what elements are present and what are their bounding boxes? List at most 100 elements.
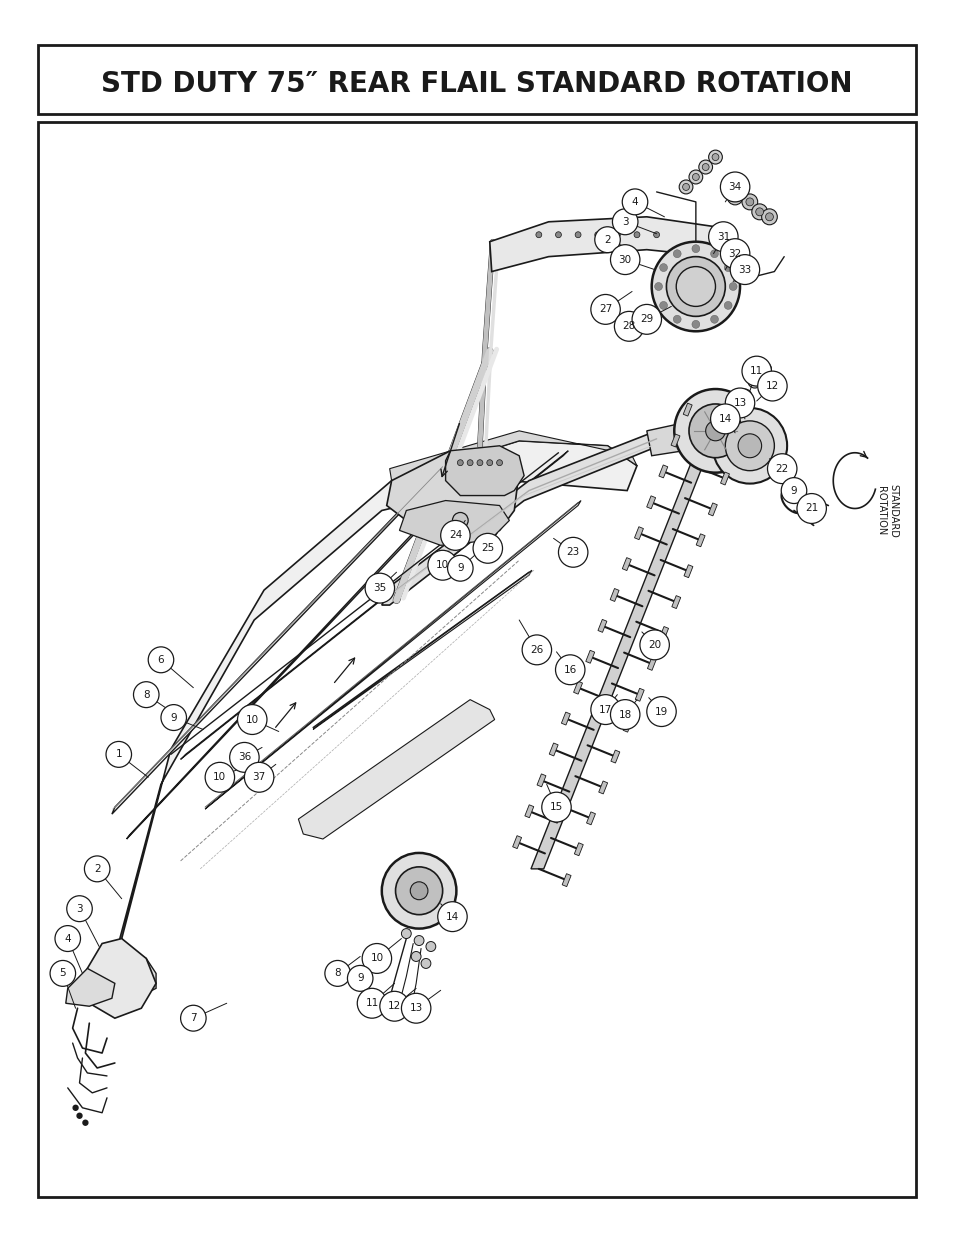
Polygon shape bbox=[112, 939, 156, 998]
Circle shape bbox=[711, 153, 719, 161]
Polygon shape bbox=[180, 451, 568, 760]
Text: 10: 10 bbox=[436, 561, 449, 571]
Circle shape bbox=[751, 378, 757, 384]
Polygon shape bbox=[386, 451, 518, 535]
Text: 29: 29 bbox=[639, 315, 653, 325]
Text: 4: 4 bbox=[631, 196, 638, 207]
Polygon shape bbox=[610, 750, 619, 763]
Circle shape bbox=[673, 249, 680, 258]
Text: 9: 9 bbox=[456, 563, 463, 573]
Circle shape bbox=[724, 388, 754, 417]
Circle shape bbox=[447, 556, 473, 582]
Polygon shape bbox=[445, 446, 523, 495]
Circle shape bbox=[486, 459, 492, 466]
Circle shape bbox=[751, 204, 767, 220]
Circle shape bbox=[632, 304, 660, 335]
Text: 10: 10 bbox=[246, 715, 258, 725]
Text: 27: 27 bbox=[598, 304, 612, 315]
Text: 19: 19 bbox=[654, 706, 667, 716]
Circle shape bbox=[679, 180, 692, 194]
Text: 20: 20 bbox=[647, 640, 660, 650]
Circle shape bbox=[325, 961, 350, 987]
Polygon shape bbox=[531, 421, 720, 869]
Text: STANDARD
ROTATION: STANDARD ROTATION bbox=[876, 484, 897, 537]
Circle shape bbox=[757, 362, 771, 377]
Polygon shape bbox=[659, 626, 668, 640]
Circle shape bbox=[705, 421, 724, 441]
Circle shape bbox=[555, 232, 560, 237]
Circle shape bbox=[757, 370, 786, 401]
Circle shape bbox=[654, 283, 661, 290]
Text: 23: 23 bbox=[566, 547, 579, 557]
Circle shape bbox=[673, 315, 680, 324]
Circle shape bbox=[148, 647, 173, 673]
Circle shape bbox=[420, 958, 431, 968]
Polygon shape bbox=[561, 873, 571, 887]
Text: 10: 10 bbox=[370, 953, 383, 963]
Circle shape bbox=[691, 320, 700, 329]
Text: 15: 15 bbox=[549, 803, 562, 813]
Circle shape bbox=[437, 902, 467, 931]
Polygon shape bbox=[732, 441, 740, 454]
Polygon shape bbox=[586, 811, 595, 825]
Text: 4: 4 bbox=[65, 934, 71, 944]
Circle shape bbox=[781, 478, 806, 504]
Circle shape bbox=[745, 198, 753, 206]
Circle shape bbox=[639, 630, 669, 659]
Text: 35: 35 bbox=[373, 583, 386, 593]
Circle shape bbox=[401, 993, 431, 1023]
Polygon shape bbox=[560, 713, 570, 725]
Text: 8: 8 bbox=[143, 689, 150, 700]
Text: 2: 2 bbox=[93, 863, 100, 874]
Text: 36: 36 bbox=[237, 752, 251, 762]
Circle shape bbox=[205, 762, 234, 792]
Circle shape bbox=[728, 283, 737, 290]
Circle shape bbox=[659, 263, 667, 272]
Text: 22: 22 bbox=[775, 463, 788, 474]
Circle shape bbox=[456, 459, 463, 466]
Text: 32: 32 bbox=[728, 248, 741, 258]
Circle shape bbox=[365, 573, 395, 603]
Circle shape bbox=[701, 163, 708, 170]
Circle shape bbox=[381, 853, 456, 929]
Circle shape bbox=[710, 404, 740, 433]
Circle shape bbox=[362, 944, 391, 973]
Text: 17: 17 bbox=[598, 705, 612, 715]
Polygon shape bbox=[598, 620, 606, 632]
Circle shape bbox=[55, 925, 80, 951]
Circle shape bbox=[683, 274, 707, 299]
Polygon shape bbox=[646, 495, 655, 509]
Circle shape bbox=[724, 421, 774, 471]
Polygon shape bbox=[659, 464, 667, 478]
Text: 3: 3 bbox=[76, 904, 83, 914]
Text: 12: 12 bbox=[765, 382, 779, 391]
Circle shape bbox=[621, 189, 647, 215]
Circle shape bbox=[723, 301, 731, 310]
Text: 3: 3 bbox=[621, 217, 628, 227]
Circle shape bbox=[237, 705, 267, 735]
Circle shape bbox=[741, 194, 757, 210]
Text: 7: 7 bbox=[190, 1013, 196, 1023]
Text: 16: 16 bbox=[563, 664, 577, 674]
Circle shape bbox=[590, 294, 619, 325]
Text: 9: 9 bbox=[356, 973, 363, 983]
Polygon shape bbox=[66, 968, 114, 1007]
Circle shape bbox=[452, 513, 468, 529]
Bar bbox=[38, 44, 915, 115]
Circle shape bbox=[610, 700, 639, 730]
Polygon shape bbox=[537, 774, 545, 787]
Circle shape bbox=[50, 961, 75, 987]
Circle shape bbox=[730, 193, 739, 201]
Polygon shape bbox=[112, 441, 637, 968]
Text: 6: 6 bbox=[157, 655, 164, 664]
Circle shape bbox=[401, 929, 411, 939]
Circle shape bbox=[726, 189, 742, 205]
Circle shape bbox=[230, 742, 259, 772]
Circle shape bbox=[755, 207, 762, 216]
Text: 31: 31 bbox=[716, 232, 729, 242]
Circle shape bbox=[133, 682, 159, 708]
Polygon shape bbox=[88, 939, 156, 1018]
Circle shape bbox=[558, 537, 587, 567]
Text: 12: 12 bbox=[388, 1002, 401, 1011]
Circle shape bbox=[555, 655, 584, 684]
